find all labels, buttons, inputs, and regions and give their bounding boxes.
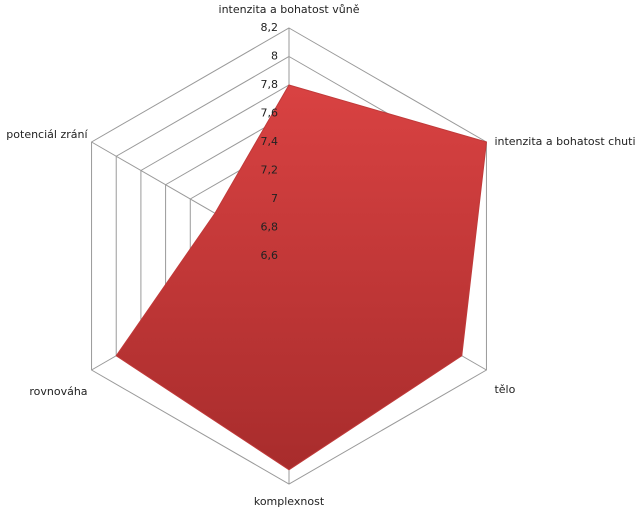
category-label: rovnováha xyxy=(29,385,87,398)
tick-label: 7,6 xyxy=(261,107,279,120)
category-label: komplexnost xyxy=(254,495,325,508)
tick-label: 6,6 xyxy=(261,249,279,262)
tick-label: 8 xyxy=(271,50,278,63)
category-label: intenzita a bohatost chuti xyxy=(494,135,635,148)
tick-label: 7,4 xyxy=(261,135,279,148)
category-label: tělo xyxy=(494,383,515,396)
tick-label: 7,8 xyxy=(261,78,279,91)
tick-label: 7,2 xyxy=(261,164,279,177)
category-label: potenciál zrání xyxy=(6,128,88,141)
radar-area xyxy=(115,84,487,471)
category-label: intenzita a bohatost vůně xyxy=(219,3,360,16)
tick-label: 7 xyxy=(271,192,278,205)
tick-label: 8,2 xyxy=(261,21,279,34)
plot-area xyxy=(115,84,487,471)
labels: 6,6 6,8 7 7,2 7,4 7,6 7,8 8 8,2 intenzita a bohat… xyxy=(6,3,635,508)
tick-label: 6,8 xyxy=(261,221,279,234)
